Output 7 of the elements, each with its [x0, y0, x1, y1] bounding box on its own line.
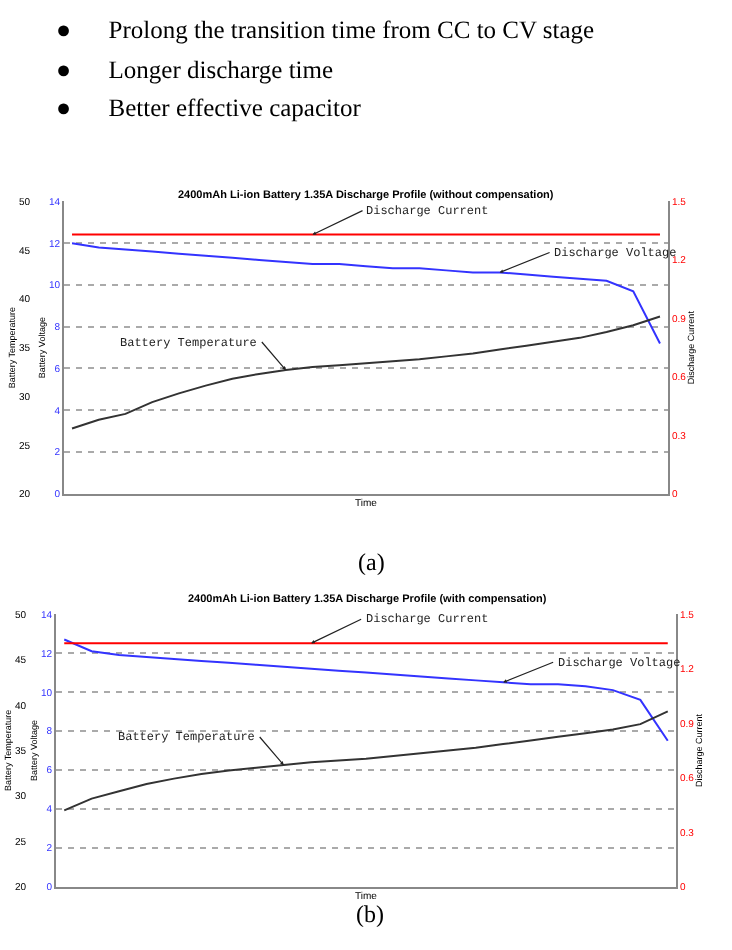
text: (a) — [358, 548, 385, 576]
line-series — [71, 315, 661, 430]
text: ● Better effective capacitor — [56, 94, 363, 122]
line-series — [63, 710, 669, 812]
text: (b) — [356, 900, 384, 928]
text: ● Prolong the transition time from CC to CV stage — [56, 16, 596, 44]
text: ● Longer discharge time — [56, 56, 334, 84]
